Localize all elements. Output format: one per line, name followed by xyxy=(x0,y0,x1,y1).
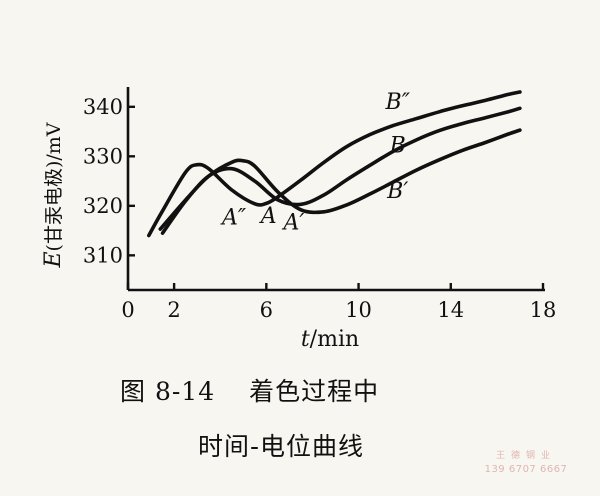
curve-a-double-prime xyxy=(147,90,522,238)
figure-caption-line-2: 时间-电位曲线 xyxy=(0,427,600,463)
x-tick-label: 2 xyxy=(167,298,180,322)
curve-label-b-double-prime: B″ xyxy=(385,90,411,115)
x-tick-label: 14 xyxy=(437,298,464,322)
y-tick-label: 320 xyxy=(83,194,123,218)
figure-title-part-2: 时间-电位曲线 xyxy=(198,432,365,461)
watermark-phone: 139 6707 6667 xyxy=(484,464,568,475)
x-axis-variable: t xyxy=(301,327,310,352)
figure-caption-line-1: 图 8-14 着色过程中 xyxy=(0,372,600,408)
curve-a-prime xyxy=(158,128,522,231)
chart-curves xyxy=(147,90,522,238)
curve-label-a: A xyxy=(259,204,277,229)
y-tick-label: 330 xyxy=(83,144,123,168)
x-axis-title: t/min xyxy=(301,327,359,352)
x-tick-label: 0 xyxy=(121,298,134,322)
figure-title-part-1: 着色过程中 xyxy=(249,377,380,406)
figure-number: 图 8-14 xyxy=(120,377,216,406)
chart-axes: 0 2 6 10 14 18 310 320 330 340 xyxy=(83,87,556,322)
curve-a xyxy=(160,106,522,235)
y-tick-label: 310 xyxy=(83,243,123,267)
curve-label-a-prime: A′ xyxy=(282,211,305,236)
curve-label-b-prime: B′ xyxy=(386,179,408,204)
x-tick-label: 18 xyxy=(530,298,557,322)
watermark-name: 王德钢业 xyxy=(495,451,556,461)
y-tick-label: 340 xyxy=(83,95,123,119)
y-axis-rest: (甘汞电极)/mV xyxy=(43,122,65,251)
y-axis-title: E(甘汞电极)/mV xyxy=(41,122,66,268)
potential-time-chart: 0 2 6 10 14 18 310 320 330 340 A″ A A′ B″ B B′ E(甘汞电极)… xyxy=(41,87,556,352)
curve-labels: A″ A A′ B″ B B′ xyxy=(220,90,411,236)
x-tick-label: 10 xyxy=(345,298,372,322)
x-axis-unit: /min xyxy=(310,327,359,352)
watermark: 王德钢业 139 6707 6667 xyxy=(470,450,582,476)
y-axis-variable: E xyxy=(41,251,66,268)
x-tick-label: 6 xyxy=(260,298,273,322)
curve-label-b: B xyxy=(389,133,406,158)
curve-label-a-double-prime: A″ xyxy=(220,206,247,231)
